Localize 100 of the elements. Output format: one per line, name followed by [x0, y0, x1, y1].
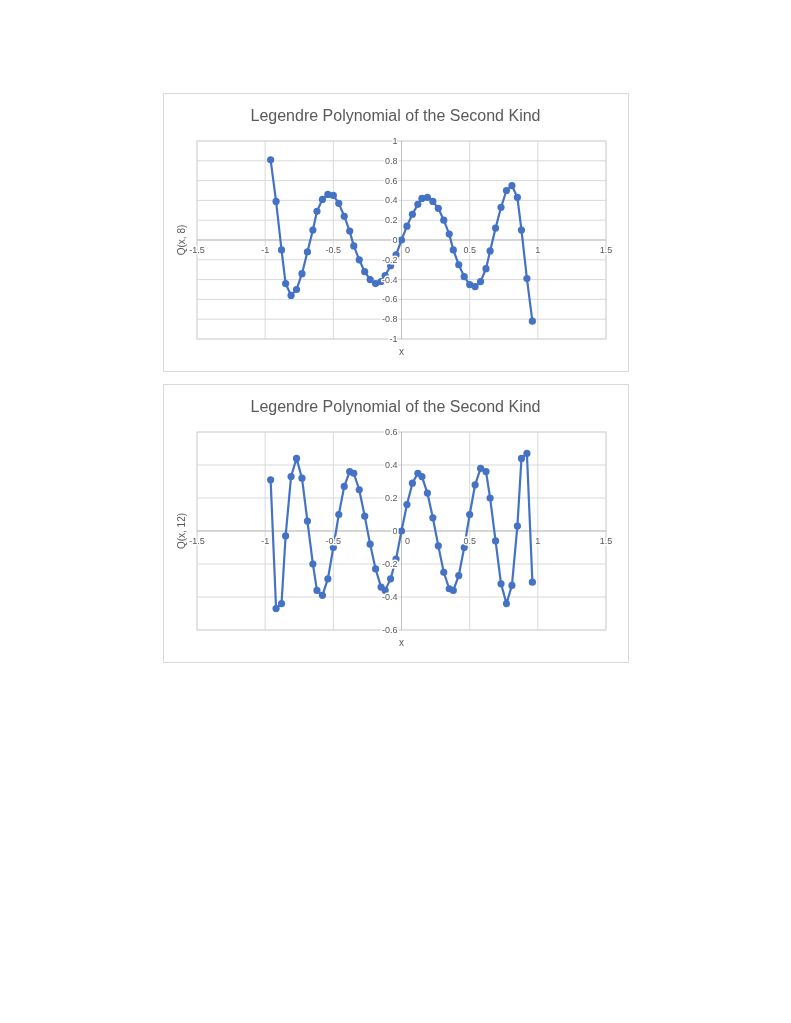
point: [403, 501, 411, 509]
y-axis-title: Q(x, 8): [176, 224, 187, 256]
point: [408, 479, 417, 487]
point: [267, 156, 275, 164]
x-tick-label: 0: [404, 536, 411, 546]
point: [482, 468, 490, 476]
point: [340, 212, 348, 220]
point: [476, 464, 485, 472]
x-tick-label: -1.5: [189, 536, 205, 546]
point: [303, 248, 312, 256]
point: [414, 200, 422, 208]
point: [449, 246, 457, 254]
point: [318, 195, 327, 204]
chart-title: Legendre Polynomial of the Second Kind: [250, 107, 541, 124]
point: [508, 581, 516, 590]
point: [482, 265, 490, 273]
point: [455, 571, 463, 580]
point: [440, 568, 448, 576]
point: [355, 256, 363, 264]
point: [372, 565, 380, 573]
x-tick-label: -1: [261, 536, 270, 546]
point: [523, 449, 531, 458]
point: [403, 222, 411, 230]
point: [272, 604, 280, 613]
point: [292, 454, 301, 462]
point: [423, 193, 431, 202]
x-tick-label: 0: [404, 245, 411, 255]
point: [408, 210, 417, 218]
point: [324, 575, 332, 583]
point: [335, 199, 343, 207]
point: [287, 472, 295, 481]
y-tick-label: 0.6: [384, 175, 398, 186]
point: [434, 204, 442, 212]
x-tick-label: -1: [261, 245, 270, 255]
point: [318, 591, 327, 599]
point: [313, 586, 321, 594]
point: [355, 486, 363, 494]
point: [423, 489, 431, 497]
point: [476, 277, 485, 286]
chart-title: Legendre Polynomial of the Second Kind: [250, 398, 541, 415]
y-tick-label: -1: [389, 334, 398, 344]
point: [298, 474, 306, 482]
point: [513, 522, 521, 530]
y-tick-label: 0.6: [384, 427, 398, 437]
point: [282, 532, 290, 540]
point: [313, 207, 321, 215]
point: [372, 279, 380, 288]
point: [523, 275, 531, 283]
point: [434, 542, 442, 550]
point: [309, 226, 317, 234]
y-tick-label: 0.4: [384, 460, 398, 470]
point: [350, 242, 358, 250]
point: [429, 197, 437, 205]
y-tick-label: 0: [392, 526, 398, 536]
y-axis-title: Q(x, 12): [176, 512, 187, 550]
point: [449, 586, 457, 594]
x-tick-label: 1: [535, 536, 541, 546]
y-tick-label: -0.6: [381, 294, 398, 305]
point: [491, 537, 500, 545]
point: [282, 279, 290, 288]
point: [287, 291, 295, 300]
y-tick-label: 0: [392, 235, 398, 245]
point: [303, 517, 312, 525]
point: [508, 181, 516, 190]
x-axis-title: x: [399, 346, 404, 357]
point: [429, 514, 437, 522]
point: [418, 472, 426, 481]
y-tick-label: 0.2: [384, 215, 398, 226]
x-tick-label: -0.5: [325, 245, 342, 255]
point: [335, 510, 343, 519]
x-tick-label: 1: [535, 245, 541, 255]
point: [340, 482, 348, 491]
point: [517, 226, 526, 234]
y-tick-label: 0.4: [384, 195, 398, 206]
point: [361, 268, 369, 276]
point: [502, 600, 511, 608]
point: [277, 600, 286, 608]
point: [471, 481, 479, 489]
point: [298, 270, 306, 278]
point: [497, 203, 505, 211]
point: [329, 191, 337, 200]
point: [513, 193, 521, 202]
point: [466, 510, 474, 519]
point: [528, 578, 536, 586]
point: [292, 285, 301, 294]
y-tick-label: -0.8: [381, 314, 398, 325]
y-tick-label: -0.6: [381, 625, 398, 635]
point: [346, 227, 354, 235]
point: [486, 494, 494, 502]
point: [386, 575, 395, 583]
point: [497, 580, 505, 588]
point: [491, 224, 500, 232]
point: [350, 469, 358, 477]
point: [267, 476, 275, 484]
y-tick-label: 0.8: [384, 155, 398, 166]
x-axis-title: x: [399, 637, 404, 648]
point: [460, 273, 468, 281]
y-tick-label: 1: [392, 136, 398, 146]
point: [361, 512, 369, 520]
point: [528, 317, 536, 325]
